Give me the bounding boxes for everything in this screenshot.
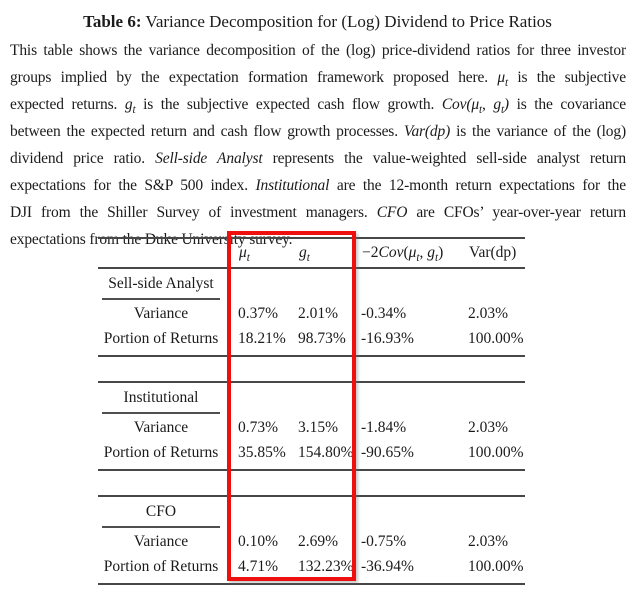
column-header: Var(dp) xyxy=(469,244,517,261)
description-line: expected returns. gt is the subjective e… xyxy=(10,96,626,117)
table-description: This table shows the variance decomposit… xyxy=(10,37,626,253)
table-cell: 100.00% xyxy=(468,330,524,347)
row-label: Portion of Returns xyxy=(103,330,219,347)
table-section: Institutional Variance 0.73% 3.15% -1.84% 2.0… xyxy=(98,383,525,469)
row-label: Portion of Returns xyxy=(103,558,219,575)
table-body: Sell-side Analyst Variance 0.37% 2.01% -0.34… xyxy=(98,269,525,585)
section-underline xyxy=(102,526,220,528)
table-number: Table 6: xyxy=(83,12,142,31)
table-cell: 2.03% xyxy=(468,304,509,322)
table-top-rule xyxy=(98,237,525,239)
table-cell: 154.80% xyxy=(298,444,354,461)
table-header-rule xyxy=(98,267,525,269)
table-cell: 2.69% xyxy=(298,532,339,550)
table-cell: 0.37% xyxy=(238,304,279,322)
table-cell: 0.73% xyxy=(238,418,279,436)
table-cell: 132.23% xyxy=(298,558,354,575)
table-cell: -90.65% xyxy=(361,444,414,461)
description-line: dividend price ratio. Sell-side Analyst … xyxy=(10,150,626,167)
table-cell: 0.10% xyxy=(238,532,279,550)
table-rule xyxy=(98,495,525,497)
row-label: Portion of Returns xyxy=(103,444,219,461)
table-cell: -16.93% xyxy=(361,330,414,347)
column-header: μt xyxy=(239,244,250,265)
table-section: Sell-side Analyst Variance 0.37% 2.01% -0.34… xyxy=(98,269,525,355)
description-line: groups implied by the expectation format… xyxy=(10,69,626,90)
table-cell: 2.01% xyxy=(298,304,339,322)
table-cell: 100.00% xyxy=(468,444,524,461)
table-row: Variance 0.73% 3.15% -1.84% 2.03% xyxy=(98,414,525,441)
row-label: Variance xyxy=(133,418,189,436)
section-title: Sell-side Analyst xyxy=(108,274,214,292)
table-cell: 18.21% xyxy=(238,330,286,347)
description-line: DJI from the Shiller Survey of investmen… xyxy=(10,204,626,221)
table-cell: 2.03% xyxy=(468,418,509,436)
table-rule xyxy=(98,355,525,357)
table-cell: 3.15% xyxy=(298,418,339,436)
table-section: CFO Variance 0.10% 2.69% -0.75% 2.03% Portion … xyxy=(98,497,525,583)
table-header-row: μt gt −2Cov(μt, gt) Var(dp) xyxy=(98,239,525,267)
section-underline xyxy=(102,412,220,414)
table-row: Portion of Returns 35.85% 154.80% -90.65% 10… xyxy=(98,441,525,465)
table-row: Portion of Returns 18.21% 98.73% -16.93% 100… xyxy=(98,327,525,351)
row-label: Variance xyxy=(133,532,189,550)
table-rule xyxy=(98,381,525,383)
section-gap xyxy=(98,357,525,381)
table-row: Variance 0.10% 2.69% -0.75% 2.03% xyxy=(98,528,525,555)
section-title: Institutional xyxy=(123,388,199,406)
table-title: Table 6: Variance Decomposition for (Log… xyxy=(0,11,635,33)
variance-table: μt gt −2Cov(μt, gt) Var(dp) Sell-side Analy… xyxy=(98,237,525,585)
table-cell: -0.75% xyxy=(361,532,407,550)
row-label: Variance xyxy=(133,304,189,322)
description-line: between the expected return and cash flo… xyxy=(10,123,626,140)
table-cell: 2.03% xyxy=(468,532,509,550)
table-row: Portion of Returns 4.71% 132.23% -36.94% 100… xyxy=(98,555,525,579)
section-gap xyxy=(98,471,525,495)
table-cell: -1.84% xyxy=(361,418,407,436)
description-line: expectations from the Duke University su… xyxy=(10,231,293,248)
table-cell: 4.71% xyxy=(238,558,279,575)
section-underline xyxy=(102,298,220,300)
table-caption: Variance Decomposition for (Log) Dividen… xyxy=(141,12,552,31)
description-line: expectations for the S&P 500 index. Inst… xyxy=(10,177,626,194)
table-rule xyxy=(98,469,525,471)
table-row: Variance 0.37% 2.01% -0.34% 2.03% xyxy=(98,300,525,327)
table-cell: 98.73% xyxy=(298,330,346,347)
column-header: gt xyxy=(299,244,310,265)
table-cell: 35.85% xyxy=(238,444,286,461)
column-header: −2Cov(μt, gt) xyxy=(362,244,444,265)
table-rule xyxy=(98,583,525,585)
section-title: CFO xyxy=(145,502,177,520)
table-cell: -36.94% xyxy=(361,558,414,575)
description-line: This table shows the variance decomposit… xyxy=(10,42,626,59)
table-cell: 100.00% xyxy=(468,558,524,575)
table-cell: -0.34% xyxy=(361,304,407,322)
